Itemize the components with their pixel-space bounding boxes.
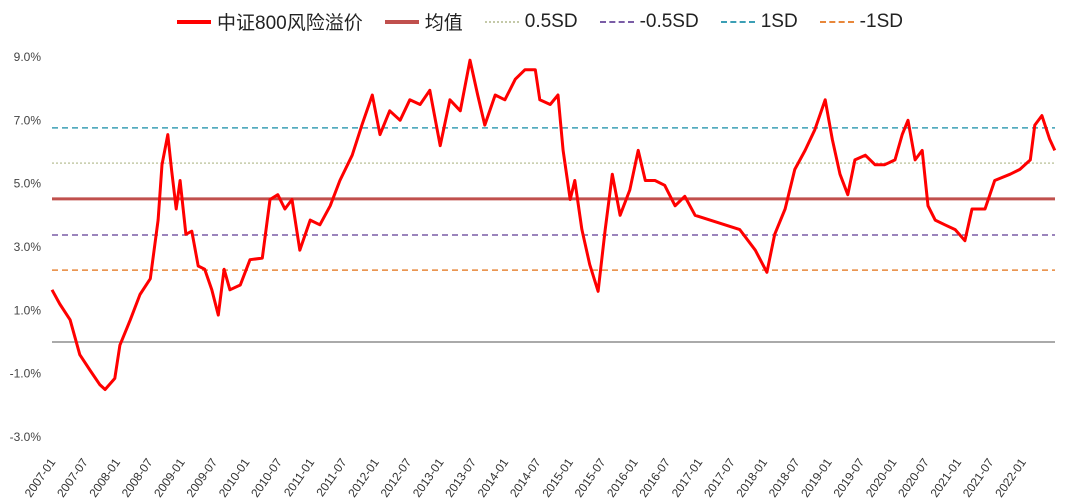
x-tick-label: 2013-01 <box>410 455 447 499</box>
x-tick-label: 2021-01 <box>928 455 965 499</box>
legend-label: -0.5SD <box>639 10 699 32</box>
x-tick-label: 2012-07 <box>378 455 415 499</box>
legend-label: -1SD <box>859 10 903 32</box>
legend-swatch <box>177 19 212 24</box>
x-tick-label: 2020-07 <box>895 455 932 499</box>
x-tick-label: 2016-07 <box>636 455 673 499</box>
y-tick-label: -1.0% <box>10 367 42 381</box>
legend-label: 均值 <box>424 13 463 34</box>
x-tick-label: 2020-01 <box>863 455 900 499</box>
legend-label: 1SD <box>760 10 798 32</box>
x-tick-label: 2011-01 <box>281 455 317 499</box>
legend-item-plus-one-sd: 1SD <box>720 10 798 33</box>
x-tick-label: 2009-07 <box>183 455 220 499</box>
x-tick-label: 2008-01 <box>86 455 123 499</box>
x-tick-label: 2007-07 <box>54 455 91 499</box>
x-tick-label: 2019-01 <box>798 455 835 499</box>
x-tick-label: 2013-07 <box>442 455 479 499</box>
x-tick-label: 2015-01 <box>539 455 576 499</box>
legend-item-risk-premium: 中证800风险溢价 <box>177 8 363 35</box>
x-tick-label: 2016-01 <box>604 455 641 499</box>
risk-premium-series-line <box>50 58 1057 391</box>
legend-item-minus-half-sd: -0.5SD <box>599 10 699 33</box>
legend-swatch <box>720 20 755 23</box>
x-tick-label: 2017-07 <box>701 455 738 499</box>
legend-swatch <box>384 19 419 24</box>
x-tick-label: 2010-07 <box>248 455 285 499</box>
x-tick-label: 2014-01 <box>475 455 512 499</box>
x-tick-label: 2021-07 <box>960 455 997 499</box>
legend-item-plus-half-sd: 0.5SD <box>484 10 578 33</box>
x-tick-label: 2012-01 <box>345 455 382 499</box>
y-tick-label: -3.0% <box>10 430 42 444</box>
x-tick-label: 2007-01 <box>22 455 59 499</box>
legend-swatch <box>819 20 854 23</box>
y-tick-label: 3.0% <box>14 240 42 254</box>
legend-label: 中证800风险溢价 <box>217 13 363 34</box>
y-tick-label: 7.0% <box>14 113 42 127</box>
x-tick-label: 2010-01 <box>216 455 253 499</box>
legend-swatch <box>599 20 634 23</box>
x-tick-label: 2015-07 <box>572 455 609 499</box>
legend-swatch <box>484 20 519 23</box>
x-tick-label: 2018-07 <box>766 455 803 499</box>
y-tick-label: 5.0% <box>14 177 42 191</box>
x-tick-label: 2019-07 <box>830 455 867 499</box>
x-tick-label: 2014-07 <box>507 455 544 499</box>
chart-legend: 中证800风险溢价 均值 0.5SD -0.5SD 1SD -1SD <box>0 8 1080 35</box>
legend-item-mean: 均值 <box>384 8 463 35</box>
x-tick-label: 2011-07 <box>313 455 349 499</box>
legend-label: 0.5SD <box>524 10 578 32</box>
x-tick-label: 2022-01 <box>992 455 1029 499</box>
x-tick-label: 2018-01 <box>733 455 770 499</box>
x-tick-label: 2009-01 <box>151 455 188 499</box>
legend-item-minus-one-sd: -1SD <box>819 10 903 33</box>
x-tick-label: 2017-01 <box>669 455 706 499</box>
x-tick-label: 2008-07 <box>119 455 156 499</box>
y-tick-label: 9.0% <box>14 50 42 64</box>
y-tick-label: 1.0% <box>14 303 42 317</box>
